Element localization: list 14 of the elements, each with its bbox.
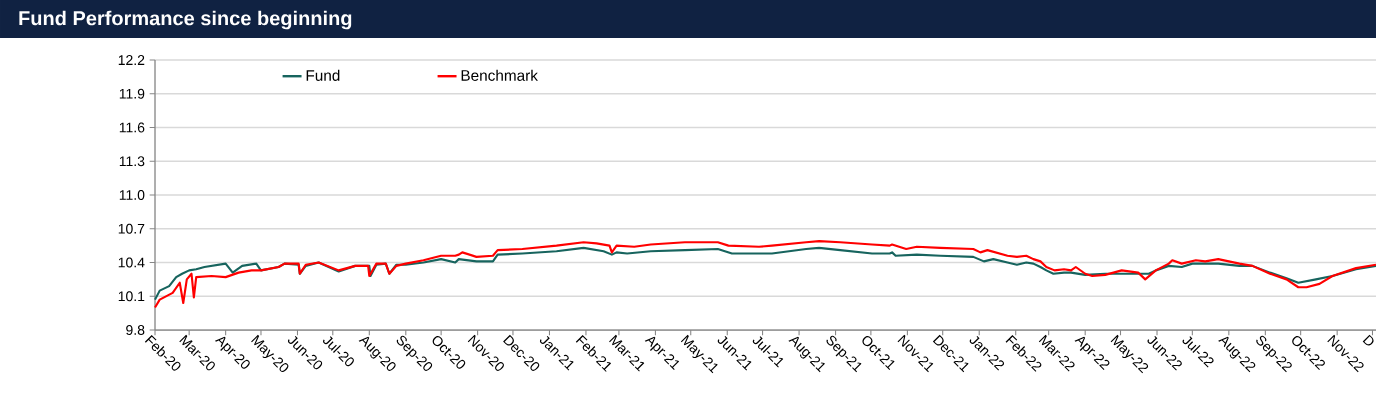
legend-label: Benchmark [461,69,538,81]
x-tick-label: D [1362,334,1374,346]
y-tick-label: 12.2 [118,55,145,65]
y-tick-label: 10.1 [118,291,145,302]
y-tick-label: 11.9 [119,88,145,99]
legend-label: Fund [306,69,340,81]
line-series [153,240,1376,309]
y-tick-label: 10.4 [118,257,145,268]
chart-title: Fund Performance since beginning [19,10,352,30]
y-tick-label: 9.8 [126,325,145,335]
y-tick-label: 11.3 [119,156,145,167]
y-tick-label: 11.6 [119,122,145,133]
y-tick-label: 11.0 [119,190,145,200]
y-tick-label: 10.7 [118,223,145,234]
